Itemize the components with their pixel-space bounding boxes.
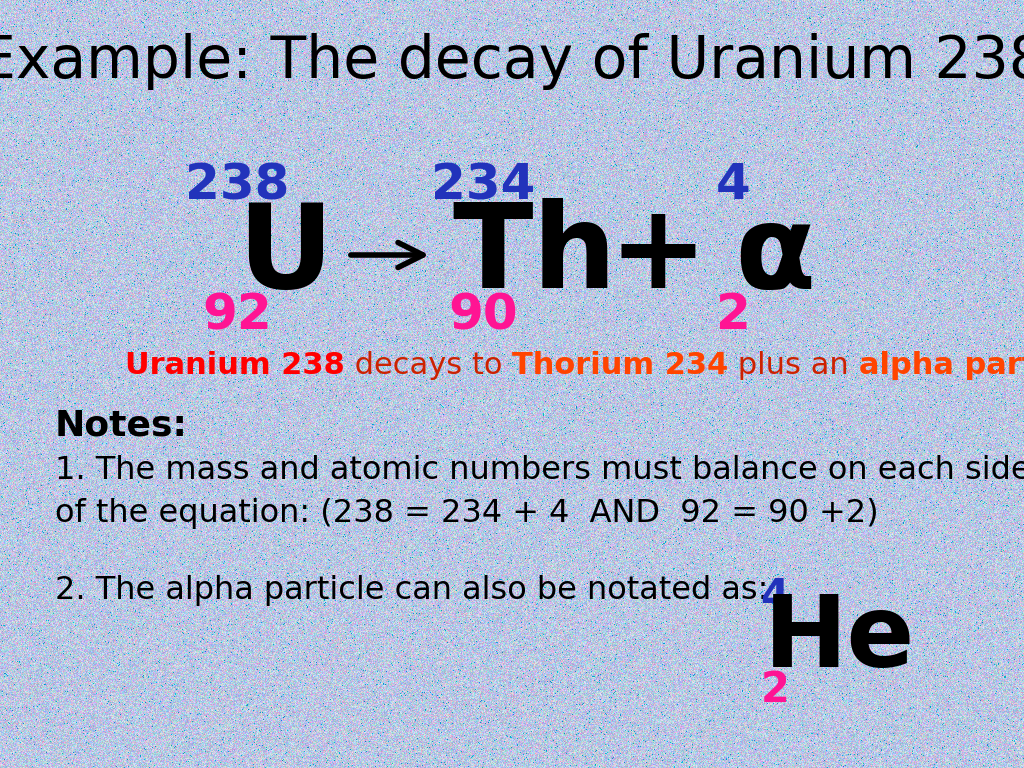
- Text: 90: 90: [449, 291, 518, 339]
- Text: He: He: [764, 591, 915, 688]
- Text: Thorium 234: Thorium 234: [512, 350, 728, 379]
- Text: 2: 2: [761, 669, 790, 711]
- Text: +: +: [608, 197, 708, 313]
- Text: Example: The decay of Uranium 238: Example: The decay of Uranium 238: [0, 34, 1024, 91]
- Text: 4: 4: [716, 161, 751, 209]
- Text: 238: 238: [184, 161, 289, 209]
- Text: U: U: [238, 197, 333, 313]
- Text: decays to: decays to: [345, 350, 512, 379]
- Text: alpha particle: alpha particle: [859, 350, 1024, 379]
- Text: Uranium 238: Uranium 238: [125, 350, 345, 379]
- Text: α: α: [734, 197, 815, 313]
- Text: 2. The alpha particle can also be notated as:: 2. The alpha particle can also be notate…: [55, 575, 768, 606]
- Text: 234: 234: [431, 161, 536, 209]
- Text: 4: 4: [761, 576, 790, 618]
- Text: 92: 92: [202, 291, 272, 339]
- Text: Notes:: Notes:: [55, 408, 187, 442]
- Text: plus an: plus an: [728, 350, 859, 379]
- Text: 2: 2: [716, 291, 751, 339]
- Text: 1. The mass and atomic numbers must balance on each side
of the equation: (238 =: 1. The mass and atomic numbers must bala…: [55, 455, 1024, 529]
- Text: Th: Th: [453, 197, 617, 313]
